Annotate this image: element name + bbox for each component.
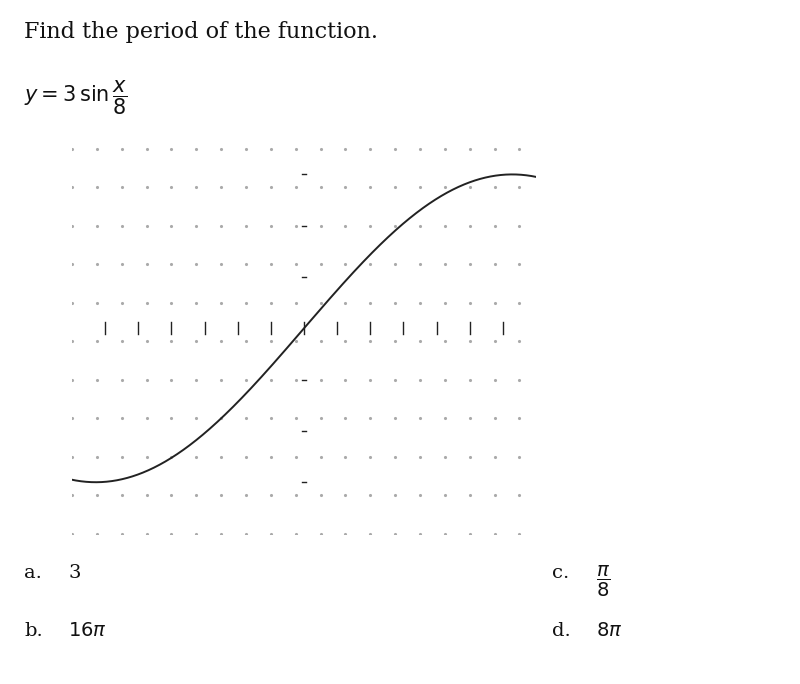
Text: $\dfrac{\pi}{8}$: $\dfrac{\pi}{8}$ bbox=[596, 564, 610, 599]
Text: a.: a. bbox=[24, 564, 42, 582]
Text: $8\pi$: $8\pi$ bbox=[596, 622, 622, 640]
Text: b.: b. bbox=[24, 622, 42, 640]
Text: Find the period of the function.: Find the period of the function. bbox=[24, 21, 378, 42]
Text: c.: c. bbox=[552, 564, 570, 582]
Text: d.: d. bbox=[552, 622, 570, 640]
Text: $16\pi$: $16\pi$ bbox=[68, 622, 107, 640]
Text: 3: 3 bbox=[68, 564, 81, 582]
Text: $y = 3\,\sin\dfrac{x}{8}$: $y = 3\,\sin\dfrac{x}{8}$ bbox=[24, 79, 128, 117]
